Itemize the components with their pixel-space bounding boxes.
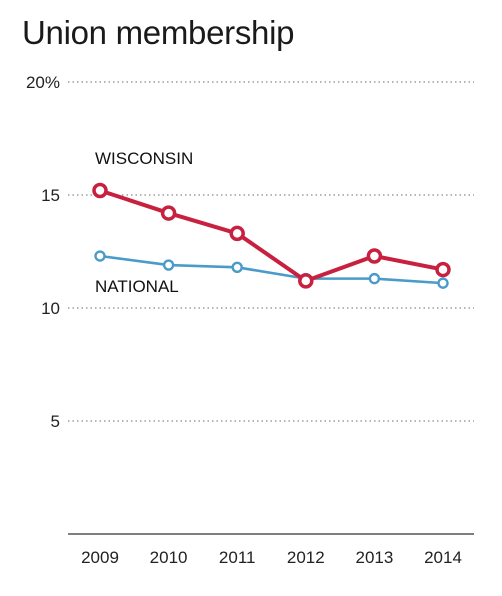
y-tick-label: 5 bbox=[51, 412, 60, 431]
x-tick-label: 2009 bbox=[81, 548, 119, 567]
x-tick-label: 2010 bbox=[150, 548, 188, 567]
series-line-national bbox=[99, 254, 444, 285]
x-tick-label: 2011 bbox=[219, 548, 256, 567]
series-line-wisconsin bbox=[99, 188, 444, 283]
data-point-wisconsin bbox=[92, 182, 108, 199]
x-tick-label: 2014 bbox=[424, 548, 462, 567]
y-tick-label: 20% bbox=[26, 73, 60, 92]
series-label-wisconsin: WISCONSIN bbox=[95, 149, 193, 168]
data-point-wisconsin bbox=[435, 261, 451, 278]
x-tick-label: 2012 bbox=[287, 548, 325, 567]
y-tick-label: 10 bbox=[41, 299, 60, 318]
chart-title: Union membership bbox=[22, 14, 295, 51]
data-point-national bbox=[94, 250, 106, 262]
data-point-national bbox=[437, 277, 449, 289]
data-point-wisconsin bbox=[366, 248, 383, 264]
data-point-wisconsin bbox=[160, 205, 177, 221]
data-point-wisconsin bbox=[229, 225, 245, 242]
data-point-national bbox=[231, 261, 243, 274]
data-point-wisconsin bbox=[298, 273, 314, 289]
data-point-national bbox=[368, 272, 381, 285]
data-point-national bbox=[162, 259, 175, 271]
y-tick-label: 15 bbox=[41, 186, 60, 205]
series-label-national: NATIONAL bbox=[95, 277, 179, 296]
x-tick-label: 2013 bbox=[355, 548, 393, 567]
